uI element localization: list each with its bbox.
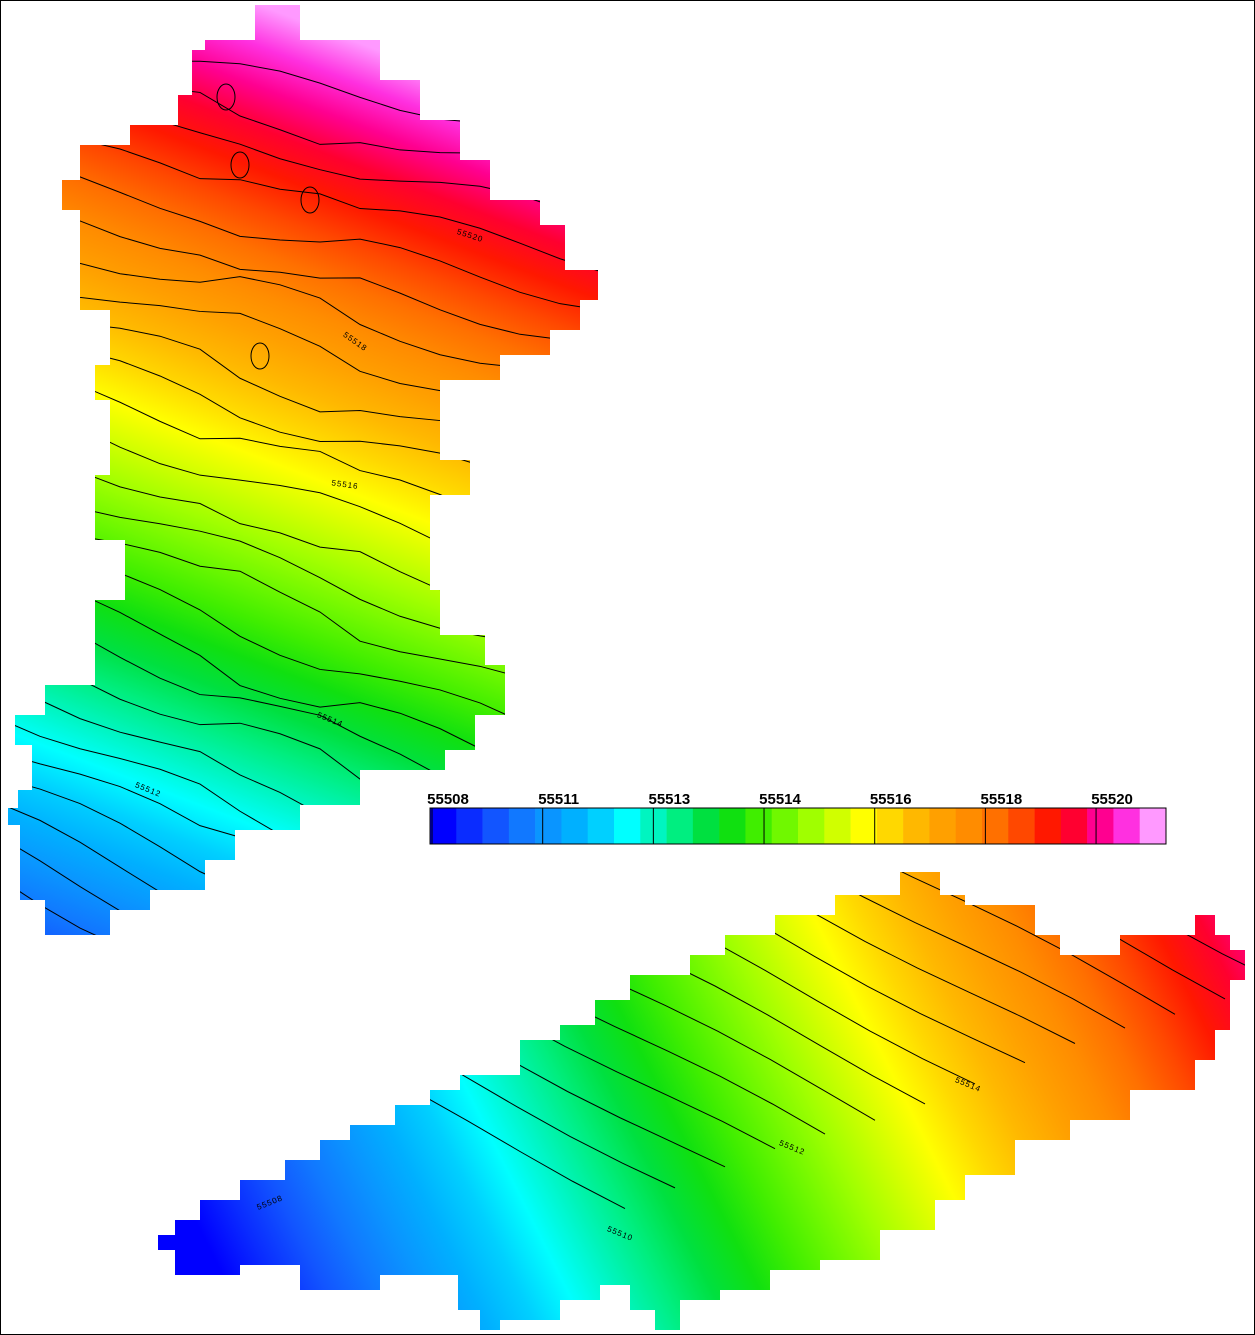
colorbar-swatch (666, 808, 694, 844)
colorbar-swatch (771, 808, 799, 844)
colorbar-swatch (876, 808, 904, 844)
contour-line (8, 836, 598, 935)
contour-line (8, 157, 598, 311)
colorbar-swatch (1060, 808, 1088, 844)
colorbar-swatch (1113, 808, 1141, 844)
contour-line (899, 872, 1245, 923)
colorbar-label: 55516 (870, 791, 912, 808)
contour-line (999, 872, 1245, 895)
contour-loop (300, 186, 320, 214)
colorbar-swatch (1034, 808, 1062, 844)
contour-line (599, 872, 1126, 1029)
contour-loop (216, 83, 236, 111)
contour-loop (230, 151, 250, 179)
colorbar-swatch (745, 808, 773, 844)
colorbar-swatch (482, 808, 510, 844)
colorbar-swatch (535, 808, 562, 844)
contour-line (8, 515, 598, 714)
colorbar-label: 55518 (981, 791, 1023, 808)
contour-line (949, 872, 1245, 909)
region-north (8, 5, 598, 935)
colorbar-swatch (719, 808, 746, 844)
colorbar: 55508 55511 55513 55514 55516 55518 55520 (427, 791, 1167, 845)
colorbar-swatch (561, 808, 589, 844)
colorbar-swatch (798, 808, 825, 844)
colorbar-swatch (587, 808, 615, 844)
colorbar-swatch (456, 808, 483, 844)
contour-line (649, 872, 1176, 1015)
colorbar-swatch (903, 808, 930, 844)
colorbar-swatch (955, 808, 983, 844)
colorbar-swatch (1139, 808, 1167, 844)
colorbar-swatch (850, 808, 878, 844)
contour-line (8, 803, 598, 935)
colorbar-swatch (430, 808, 457, 844)
colorbar-swatch (1087, 808, 1114, 844)
colorbar-swatch (508, 808, 536, 844)
colorbar-swatch (1008, 808, 1035, 844)
contour-line (8, 189, 598, 343)
colorbar-label: 55508 (427, 791, 469, 808)
colorbar-label: 55514 (759, 791, 801, 808)
colorbar-label: 55511 (538, 791, 579, 808)
colorbar-label: 55513 (648, 791, 690, 808)
contour-label: 55516 (331, 478, 359, 491)
contour-line (8, 230, 598, 377)
contour-line (1150, 566, 1255, 834)
colorbar-frame (429, 807, 1167, 845)
colorbar-swatch (982, 808, 1009, 844)
colorbar-label: 55520 (1091, 791, 1133, 808)
contour-loop (250, 342, 270, 370)
region-south (158, 872, 1245, 1330)
colorbar-swatch (614, 808, 641, 844)
colorbar-swatch (929, 808, 957, 844)
contour-line (699, 872, 1226, 1000)
colorbar-swatch (692, 808, 720, 844)
regions (8, 5, 1245, 1330)
colorbar-swatch (824, 808, 851, 844)
